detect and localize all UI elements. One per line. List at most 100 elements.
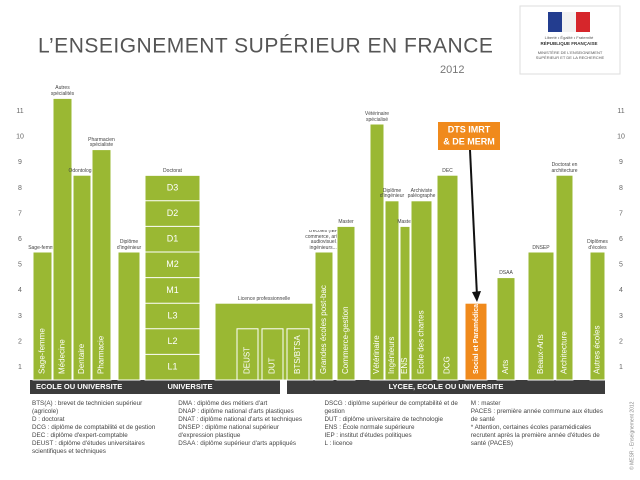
bar-label: Dentaire bbox=[77, 343, 86, 374]
level-label: 4 bbox=[18, 287, 22, 294]
bar bbox=[286, 328, 310, 381]
segment-label: D3 bbox=[167, 182, 179, 192]
glossary-entry: DNAT : diplôme national d'arts et techni… bbox=[178, 416, 303, 423]
band-box bbox=[30, 380, 280, 394]
bar-label: DUT bbox=[268, 357, 277, 374]
bar bbox=[32, 251, 53, 381]
flag-blue bbox=[548, 12, 562, 32]
segment-label: D2 bbox=[167, 208, 179, 218]
logo-motto: Liberté • Égalité • Fraternité bbox=[545, 35, 595, 40]
glossary-entry: DNSEP : diplôme national supérieur d'exp… bbox=[178, 424, 279, 439]
bar-top-label: Doctorat bbox=[163, 167, 182, 174]
bar-highlight bbox=[464, 302, 488, 381]
bar bbox=[369, 123, 385, 381]
glossary-entry: L : licence bbox=[324, 440, 353, 447]
glossary-entry: DEUST : diplôme d'études universitaires … bbox=[32, 440, 145, 455]
bar-label: DCG bbox=[443, 356, 452, 374]
level-label: 10 bbox=[617, 134, 625, 141]
logo-republic: RÉPUBLIQUE FRANÇAISE bbox=[540, 39, 597, 46]
bar bbox=[336, 225, 356, 381]
bar bbox=[91, 149, 112, 381]
glossary-entry: DEC : diplôme d'expert-comptable bbox=[32, 432, 128, 439]
bar-label: Social et Paramédical bbox=[473, 302, 480, 374]
bar bbox=[410, 200, 433, 381]
bar-top-label-box: Doctorat bbox=[163, 167, 182, 174]
bar bbox=[399, 225, 411, 381]
glossary-entry: M : master bbox=[470, 400, 501, 407]
bar-top-label-box: Master bbox=[338, 218, 354, 225]
bar bbox=[436, 174, 459, 381]
bar-label: DEUST bbox=[243, 347, 252, 374]
bar-top-label: Doctorat en architecture bbox=[551, 162, 578, 174]
bar-top-label-box: Sage-femme bbox=[28, 244, 57, 251]
glossary: BTS(A) : brevet de technicien supérieur … bbox=[32, 400, 607, 456]
bar bbox=[52, 97, 73, 381]
bar-top-label-box: Diplômes d'écoles bbox=[587, 239, 608, 251]
credit: © MESR - Enseignement 2012 bbox=[628, 401, 635, 470]
level-label: 9 bbox=[18, 159, 22, 166]
annotation-arrow bbox=[469, 149, 478, 297]
glossary-entry: DMA : diplôme des métiers d'art bbox=[178, 400, 268, 407]
level-label: 2 bbox=[619, 338, 623, 345]
flag-white bbox=[562, 12, 576, 32]
bar-label: Médecine bbox=[58, 339, 67, 374]
bar bbox=[261, 328, 284, 381]
bar bbox=[236, 328, 259, 381]
level-label: 11 bbox=[16, 108, 23, 115]
bar bbox=[72, 174, 92, 381]
bar-label: Pharmacie bbox=[97, 335, 106, 374]
glossary-entry: D : doctorat bbox=[32, 416, 65, 423]
bar-label: Ecole des chartes bbox=[417, 310, 426, 374]
bar-top-label: Master bbox=[338, 218, 354, 225]
bar-top-label-box: Archiviste paléographe bbox=[407, 187, 436, 200]
bar-top-label-box: Odontologie bbox=[69, 168, 96, 174]
glossary-entry: IEP : institut d'études politiques bbox=[324, 432, 412, 439]
annotation-box bbox=[438, 122, 500, 150]
bar bbox=[314, 251, 334, 381]
bar-top-label-box: Diplôme d'ingénieur bbox=[117, 239, 141, 250]
bar-top-label: Pharmacien spécialiste bbox=[88, 136, 115, 149]
level-label: 6 bbox=[619, 236, 623, 243]
glossary-entry: DCG : diplôme de comptabilité et de gest… bbox=[32, 424, 156, 431]
bar-label: Autres écoles bbox=[593, 326, 602, 374]
bar-top-label-box: Diplômes d'écoles (IEP, commerce, art et… bbox=[305, 230, 343, 250]
bar-top-label: Diplôme d'ingénieur bbox=[379, 187, 405, 200]
logo-ministry-box: MINISTÈRE DE L'ENSEIGNEMENT SUPÉRIEUR ET… bbox=[535, 50, 605, 60]
level-label: 1 bbox=[619, 364, 623, 371]
bar-top-label: DSAA bbox=[499, 270, 513, 277]
bar-top-label: Archiviste paléographe bbox=[407, 187, 436, 200]
level-label: 1 bbox=[18, 364, 22, 371]
bar bbox=[496, 277, 516, 381]
glossary-entry: DUT : diplôme universitaire de technolog… bbox=[324, 416, 444, 423]
segment-label: L3 bbox=[167, 310, 177, 320]
bar bbox=[527, 251, 555, 381]
glossary-column: M : master PACES : première année commune… bbox=[471, 400, 607, 456]
level-label: 3 bbox=[619, 313, 623, 320]
glossary-entry: * Attention, certaines écoles paramédica… bbox=[470, 424, 600, 447]
bar bbox=[589, 251, 606, 381]
flag-red bbox=[576, 12, 590, 32]
bar-top-label: Diplômes d'écoles bbox=[587, 239, 608, 251]
bar-top-label: Vétérinaire spécialisé bbox=[364, 111, 390, 123]
bar-top-label-box: Licence professionnelle bbox=[238, 296, 290, 302]
glossary-entry: PACES : première année commune aux étude… bbox=[470, 408, 603, 423]
logo-ministry: MINISTÈRE DE L'ENSEIGNEMENT SUPÉRIEUR ET… bbox=[535, 50, 605, 60]
level-label: 8 bbox=[18, 185, 22, 192]
level-label: 8 bbox=[619, 185, 623, 192]
bar-label: Arts bbox=[501, 360, 510, 374]
bar-top-label-box: Diplôme d'ingénieur bbox=[379, 187, 405, 200]
bar-top-label: Sage-femme bbox=[28, 244, 57, 251]
bar-label: Ingénieurs bbox=[387, 337, 396, 374]
band-label: LYCEE, ECOLE OU UNIVERSITE bbox=[389, 382, 504, 391]
glossary-entry: DNAP : diplôme national d'arts plastique… bbox=[178, 408, 294, 415]
glossary-column: DSCG : diplôme supérieur de comptabilité… bbox=[325, 400, 461, 456]
bar-label: BTS/BTSA bbox=[293, 335, 302, 374]
bar-top-label-box: DNSEP bbox=[532, 245, 549, 251]
level-label: 2 bbox=[18, 338, 22, 345]
bar-top-label-box: DEC bbox=[442, 168, 453, 174]
glossary-column: DMA : diplôme des métiers d'art DNAP : di… bbox=[178, 400, 314, 456]
segment-label: L1 bbox=[167, 362, 177, 372]
bar-top-label-box: Master bbox=[397, 219, 412, 225]
glossary-entry: BTS(A) : brevet de technicien supérieur … bbox=[32, 400, 143, 415]
